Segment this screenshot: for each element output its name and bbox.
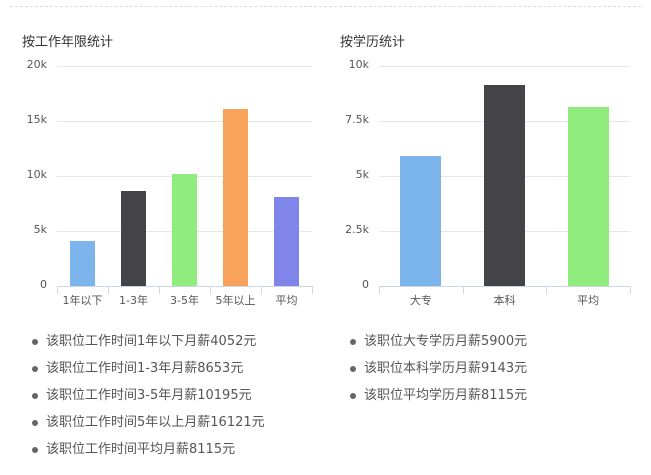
salary-list-item: 该职位大专学历月薪5900元 xyxy=(350,328,527,355)
x-tick xyxy=(210,286,211,294)
y-tick-label: 0 xyxy=(362,278,369,291)
y-tick-label: 2.5k xyxy=(345,223,369,236)
x-tick xyxy=(159,286,160,294)
x-tick xyxy=(57,286,58,294)
x-tick xyxy=(108,286,109,294)
salary-text: 该职位工作时间1-3年月薪8653元 xyxy=(46,361,244,376)
bar[interactable] xyxy=(400,156,442,286)
bullet-icon xyxy=(32,393,38,399)
salary-list-item: 该职位工作时间1-3年月薪8653元 xyxy=(32,355,265,382)
experience-salary-list: 该职位工作时间1年以下月薪4052元 该职位工作时间1-3年月薪8653元 该职位工… xyxy=(32,328,265,463)
bullet-icon xyxy=(350,339,356,345)
bar[interactable] xyxy=(484,84,525,286)
x-tick xyxy=(312,286,313,294)
x-category-label: 大专 xyxy=(409,294,432,307)
x-category-label: 5年以上 xyxy=(215,294,256,307)
x-category-label: 本科 xyxy=(493,294,516,307)
y-tick-label: 5k xyxy=(33,223,47,236)
x-axis xyxy=(57,286,312,287)
top-divider xyxy=(10,6,641,7)
bar[interactable] xyxy=(70,241,95,286)
gridline xyxy=(379,66,630,67)
y-tick-label: 7.5k xyxy=(345,113,369,126)
x-tick xyxy=(379,286,380,294)
salary-text: 该职位大专学历月薪5900元 xyxy=(364,334,528,349)
y-tick-label: 20k xyxy=(26,58,47,71)
salary-list-item: 该职位工作时间1年以下月薪4052元 xyxy=(32,328,265,355)
salary-text: 该职位工作时间平均月薪8115元 xyxy=(46,442,236,457)
y-tick-label: 0 xyxy=(40,278,47,291)
salary-list-item: 该职位工作时间3-5年月薪10195元 xyxy=(32,382,265,409)
x-tick xyxy=(462,286,464,294)
experience-chart-title: 按工作年限统计 xyxy=(22,35,114,50)
x-category-label: 1-3年 xyxy=(119,294,148,307)
bar[interactable] xyxy=(172,173,197,286)
bar[interactable] xyxy=(567,107,609,286)
x-category-label: 平均 xyxy=(577,294,600,307)
x-category-label: 3-5年 xyxy=(170,294,199,307)
x-category-label: 1年以下 xyxy=(62,294,103,307)
x-category-label: 平均 xyxy=(275,294,298,307)
salary-text: 该职位平均学历月薪8115元 xyxy=(364,388,528,403)
bar[interactable] xyxy=(223,108,248,286)
salary-text: 该职位工作时间3-5年月薪10195元 xyxy=(46,388,252,403)
salary-list-item: 该职位工作时间5年以上月薪16121元 xyxy=(32,409,265,436)
salary-list-item: 该职位工作时间平均月薪8115元 xyxy=(32,436,265,463)
y-tick-label: 15k xyxy=(26,113,47,126)
y-tick-label: 5k xyxy=(355,168,369,181)
bullet-icon xyxy=(350,366,356,372)
salary-list-item: 该职位平均学历月薪8115元 xyxy=(350,382,527,409)
y-tick-label: 10k xyxy=(348,58,369,71)
salary-text: 该职位本科学历月薪9143元 xyxy=(364,361,528,376)
bullet-icon xyxy=(32,420,38,426)
bullet-icon xyxy=(32,447,38,453)
bar[interactable] xyxy=(274,196,299,286)
salary-text: 该职位工作时间5年以上月薪16121元 xyxy=(46,415,265,430)
education-salary-list: 该职位大专学历月薪5900元 该职位本科学历月薪9143元 该职位平均学历月薪811… xyxy=(350,328,527,409)
y-tick-label: 10k xyxy=(26,168,47,181)
bullet-icon xyxy=(350,393,356,399)
bar[interactable] xyxy=(121,190,146,286)
gridline xyxy=(57,66,312,67)
bullet-icon xyxy=(32,339,38,345)
x-tick xyxy=(546,286,548,294)
gridline xyxy=(57,121,312,122)
education-chart-title: 按学历统计 xyxy=(340,35,406,50)
x-axis xyxy=(379,286,630,287)
x-tick xyxy=(630,286,631,294)
x-tick xyxy=(261,286,262,294)
salary-list-item: 该职位本科学历月薪9143元 xyxy=(350,355,527,382)
salary-text: 该职位工作时间1年以下月薪4052元 xyxy=(46,334,257,349)
bullet-icon xyxy=(32,366,38,372)
